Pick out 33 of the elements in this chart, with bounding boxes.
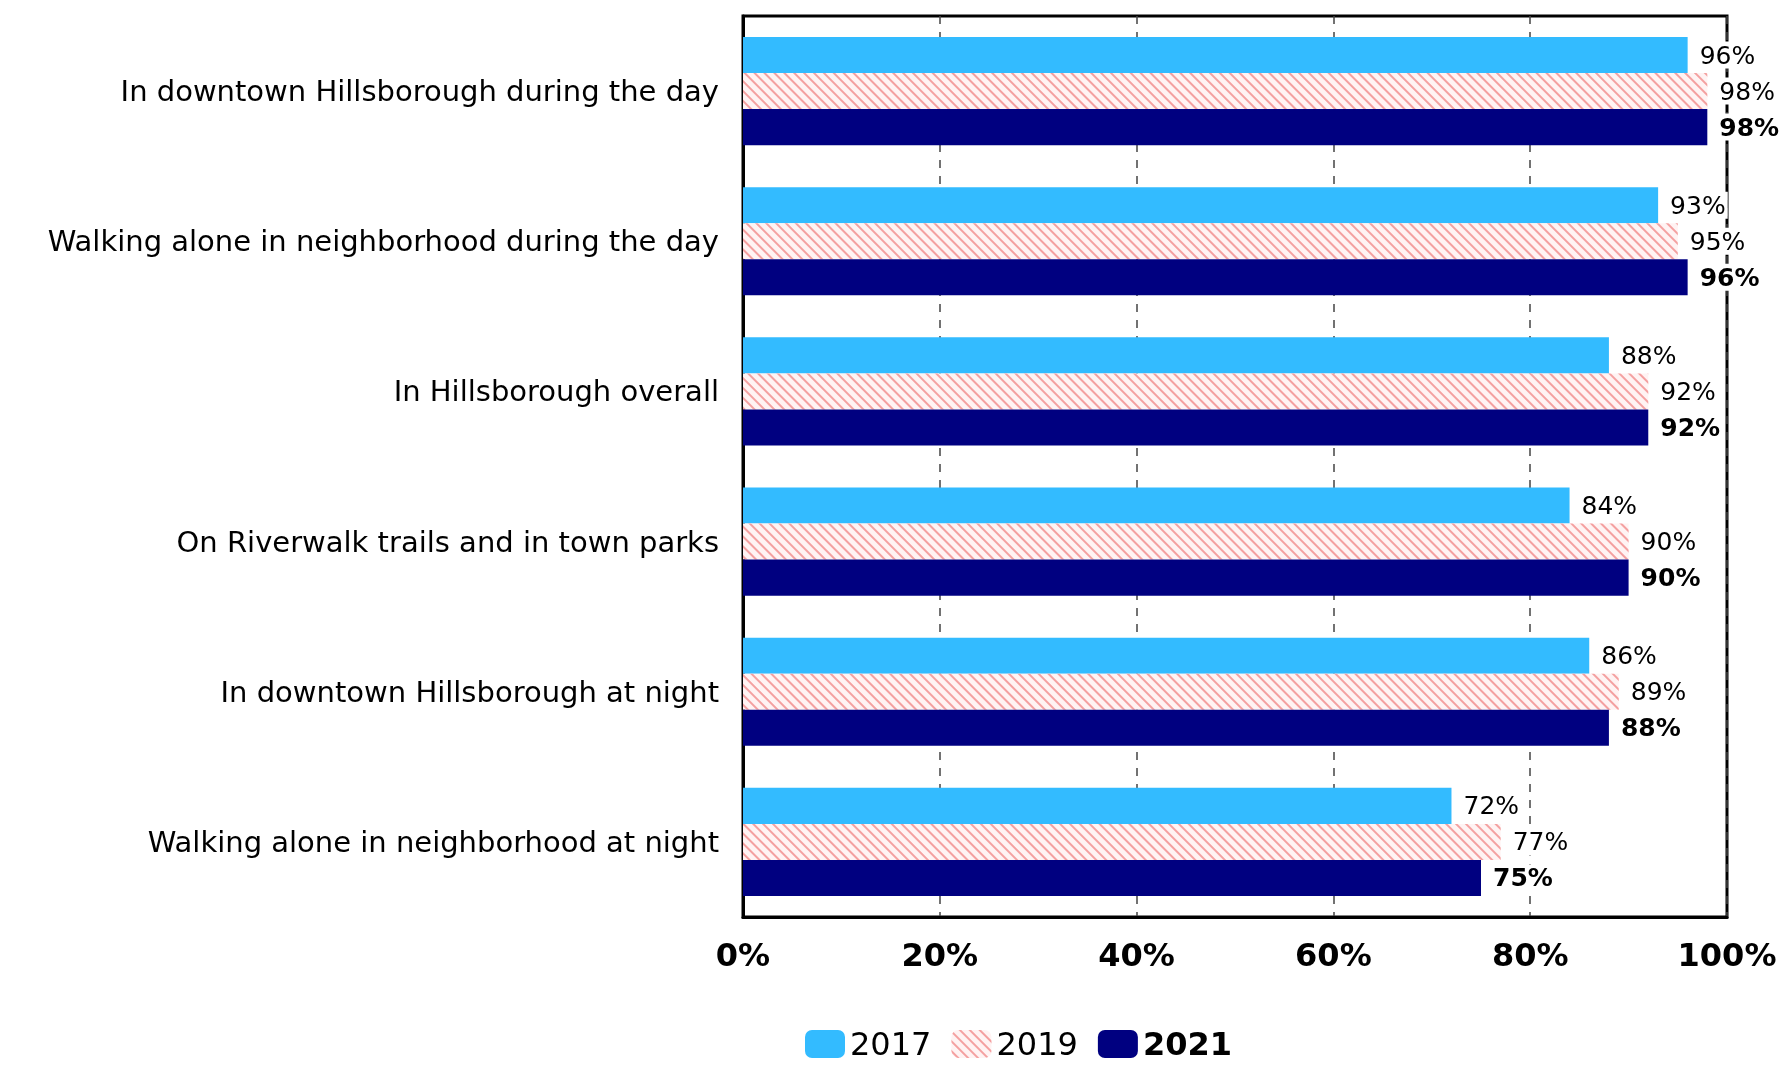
data-label: 72% xyxy=(1463,791,1520,821)
y-tick-label: Walking alone in neighborhood at night xyxy=(147,824,719,859)
data-label: 92% xyxy=(1660,376,1716,406)
y-tick-label: Walking alone in neighborhood during the day xyxy=(47,224,719,259)
x-tick-label: 80% xyxy=(1491,936,1569,974)
x-tick-label: 60% xyxy=(1295,936,1372,974)
data-label: 89% xyxy=(1630,677,1687,707)
data-label: 96% xyxy=(1699,262,1760,292)
x-tick-label: 0% xyxy=(715,936,771,974)
legend-label: 2017 xyxy=(850,1025,932,1063)
y-tick-label: On Riverwalk trails and in town parks xyxy=(176,524,719,559)
data-label: 96% xyxy=(1699,40,1756,70)
data-label: 95% xyxy=(1689,226,1746,256)
data-label: 90% xyxy=(1640,527,1697,557)
y-tick-label: In downtown Hillsborough at night xyxy=(220,674,719,709)
y-tick-label: In downtown Hillsborough during the day xyxy=(120,74,719,109)
data-label: 93% xyxy=(1670,190,1726,220)
y-tick-label: In Hillsborough overall xyxy=(393,374,719,409)
data-label: 90% xyxy=(1640,563,1701,593)
x-tick-label: 20% xyxy=(901,936,979,974)
x-tick-label: 100% xyxy=(1677,936,1777,974)
legend-label: 2019 xyxy=(996,1025,1078,1063)
data-label: 98% xyxy=(1719,112,1780,142)
data-label: 98% xyxy=(1719,76,1775,106)
data-label: 88% xyxy=(1620,713,1681,743)
data-label: 84% xyxy=(1581,491,1638,521)
data-label: 77% xyxy=(1512,827,1569,857)
x-tick-label: 40% xyxy=(1098,936,1175,974)
data-label: 88% xyxy=(1620,340,1677,370)
legend-label: 2021 xyxy=(1142,1025,1232,1063)
data-label: 86% xyxy=(1601,641,1657,671)
data-label: 75% xyxy=(1493,863,1553,893)
data-label: 92% xyxy=(1660,412,1721,442)
